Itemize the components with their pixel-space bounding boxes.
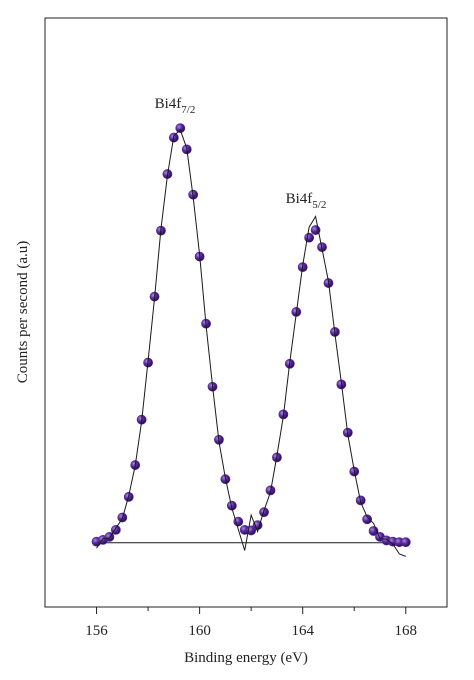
data-point [304, 232, 315, 243]
annotation-text: Bi4f [155, 96, 182, 112]
annotation: Bi4f5/2 [286, 191, 327, 211]
data-line [96, 129, 406, 557]
data-point [362, 514, 373, 525]
x-tick-label: 168 [395, 623, 418, 639]
data-point [175, 123, 186, 134]
annotation-subscript: 5/2 [312, 199, 326, 211]
x-tick-label: 156 [85, 623, 108, 639]
x-axis-label: Binding energy (eV) [184, 650, 308, 666]
plot-frame [44, 17, 448, 608]
data-point [233, 516, 244, 527]
x-tick-label: 160 [188, 623, 211, 639]
annotation-subscript: 7/2 [181, 104, 195, 116]
data-point [400, 537, 411, 548]
data-point [259, 507, 269, 518]
y-axis-label: Counts per second (a.u) [15, 241, 31, 383]
x-tick-label: 164 [291, 623, 314, 639]
annotation: Bi4f7/2 [155, 96, 196, 116]
annotation-text: Bi4f [286, 191, 313, 207]
